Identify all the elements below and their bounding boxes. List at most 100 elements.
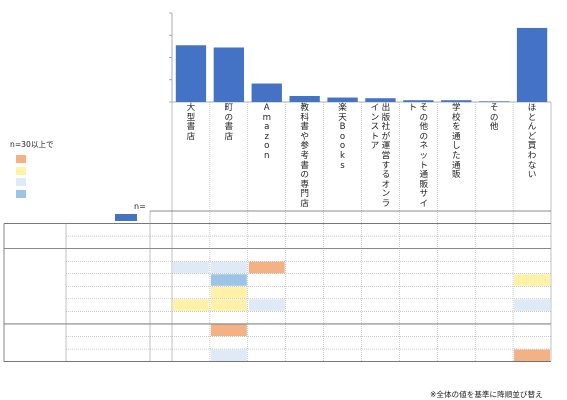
table-cell (513, 211, 551, 224)
category-char: ネ (419, 141, 429, 152)
category-char: 通 (419, 170, 429, 181)
table-cell (362, 261, 400, 274)
highlight-cell (210, 274, 247, 286)
table-cell (513, 298, 551, 311)
category-char: 書 (186, 122, 196, 133)
table-cell (362, 273, 400, 286)
table-cell (399, 248, 437, 261)
table-cell (172, 311, 210, 324)
category-char: ア (370, 141, 380, 152)
table-cell (362, 236, 400, 249)
table-cell (248, 298, 286, 311)
table-cell (324, 248, 362, 261)
table-cell (399, 336, 437, 349)
table-cell (286, 323, 324, 336)
highlight-cell (173, 299, 209, 311)
category-char: 専 (300, 179, 309, 190)
category-char: 社 (381, 122, 391, 133)
table-cell (362, 211, 400, 224)
table-cell (475, 261, 513, 274)
table-cell (172, 223, 210, 236)
row-n (150, 248, 172, 261)
table-cell (437, 298, 475, 311)
table-cell (399, 273, 437, 286)
bar (289, 95, 320, 102)
category-char: い (527, 170, 537, 181)
y-tick-label (140, 29, 168, 42)
category-char: z (264, 131, 269, 142)
category-char: ト (419, 160, 429, 171)
row-n (150, 311, 172, 324)
table-cell (513, 311, 551, 324)
category-char: イ (370, 103, 380, 113)
category-char: ト (370, 131, 380, 142)
table-cell (172, 298, 210, 311)
legend-title: n=30以上で (10, 140, 54, 149)
category-char: 店 (300, 199, 309, 209)
category-char: 学 (451, 103, 461, 113)
table-cell (437, 273, 475, 286)
table-cell (210, 286, 248, 299)
category-char: す (381, 160, 391, 171)
category-char: 出 (381, 103, 391, 113)
footnote: ※全体の値を基準に降順並び替え (430, 390, 543, 399)
category-char: 販 (451, 170, 461, 181)
category-char: 店 (186, 131, 196, 142)
table-cell (286, 311, 324, 324)
table-cell (286, 349, 324, 362)
table-cell (399, 298, 437, 311)
table-cell (324, 349, 362, 362)
category-char: k (340, 151, 346, 161)
table-cell (210, 349, 248, 362)
table-cell (437, 323, 475, 336)
table-cell (248, 248, 286, 261)
table-cell (286, 298, 324, 311)
category-char: 店 (224, 131, 234, 142)
bar-value-label (400, 86, 436, 99)
table-cell (399, 311, 437, 324)
bar-value-label (476, 87, 512, 100)
bar (175, 45, 207, 102)
table-cell (324, 311, 362, 324)
table-cell (475, 211, 513, 224)
category-char: 考 (300, 151, 309, 161)
highlight-cell (210, 349, 247, 362)
table-cell (437, 261, 475, 274)
table-cell (513, 273, 551, 286)
table-cell (324, 236, 362, 249)
table-cell (324, 323, 362, 336)
n-header: n= (134, 202, 146, 211)
table-cell (286, 211, 324, 224)
category-char: 他 (489, 122, 499, 133)
table-cell (437, 349, 475, 362)
table-cell (513, 323, 551, 336)
table-grid (3, 102, 552, 363)
category-char: ッ (419, 151, 429, 161)
highlight-cell (248, 299, 285, 311)
table-cell (362, 336, 400, 349)
bar (516, 27, 548, 102)
category-char: ほ (527, 103, 537, 113)
bar-value-label (211, 33, 247, 46)
table-cell (248, 211, 286, 224)
table-cell (399, 223, 437, 236)
category-char: る (381, 170, 391, 181)
highlight-cell (248, 261, 285, 274)
category-char: n (264, 151, 270, 161)
table-cell (286, 336, 324, 349)
table-cell (399, 349, 437, 362)
y-tick-label (140, 51, 168, 64)
category-char: と (527, 112, 537, 123)
highlight-cell (514, 349, 550, 362)
table-cell (475, 273, 513, 286)
table-cell (513, 336, 551, 349)
table-cell (286, 248, 324, 261)
table-cell (324, 211, 362, 224)
table-cell (362, 298, 400, 311)
category-char: た (451, 151, 461, 161)
bar-value-label (249, 70, 285, 83)
category-char: が (381, 131, 391, 142)
table-cell (437, 236, 475, 249)
table-cell (172, 286, 210, 299)
table-cell (286, 261, 324, 274)
